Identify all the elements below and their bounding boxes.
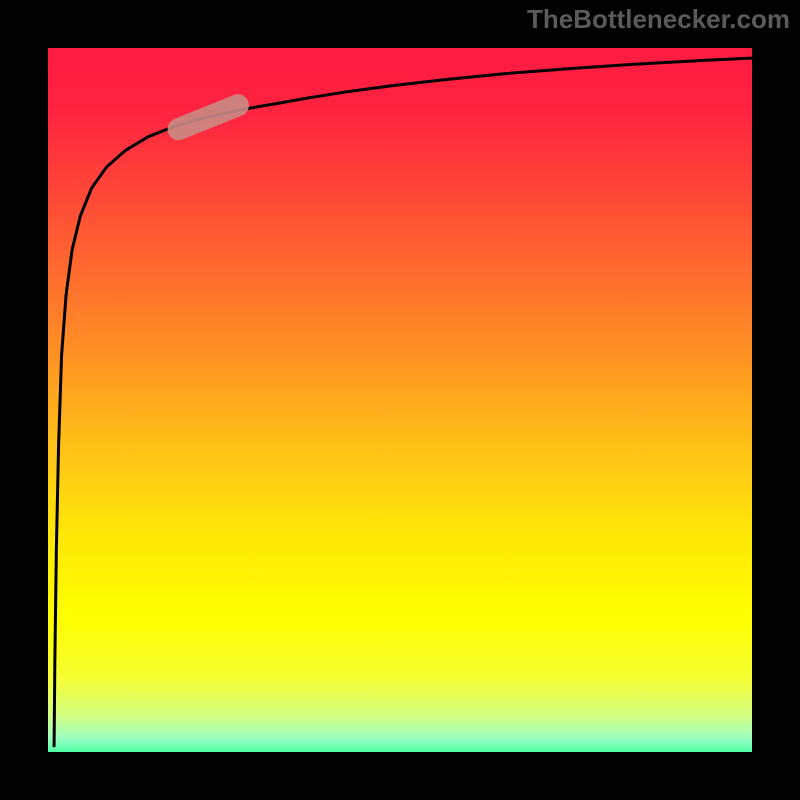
chart-container: TheBottlenecker.com (0, 0, 800, 800)
chart-background-gradient (24, 24, 776, 776)
bottleneck-chart (0, 0, 800, 800)
